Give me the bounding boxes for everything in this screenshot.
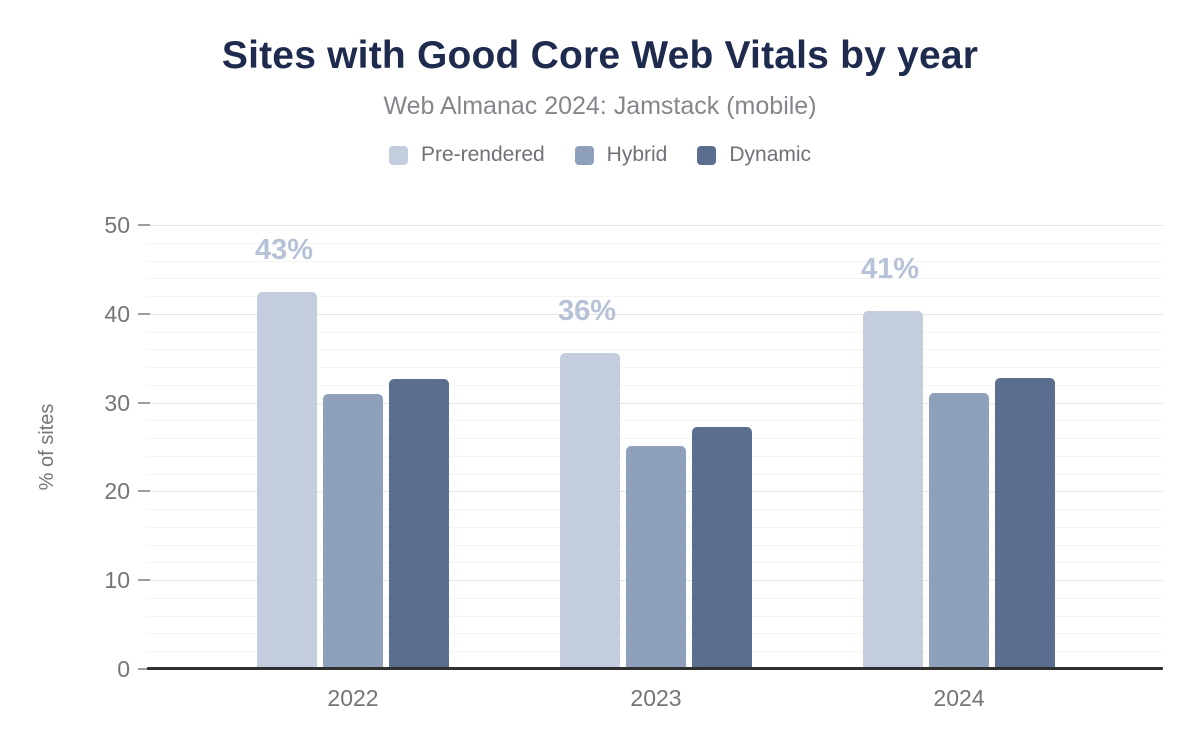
x-axis-line bbox=[147, 667, 1163, 670]
legend: Pre-rendered Hybrid Dynamic bbox=[0, 143, 1200, 167]
bar-dynamic-2023[interactable] bbox=[692, 427, 752, 669]
minor-gridline bbox=[147, 243, 1163, 244]
legend-swatch-pre-rendered-icon bbox=[388, 145, 408, 165]
minor-gridline bbox=[147, 332, 1163, 333]
y-axis-tick bbox=[138, 224, 150, 226]
bar-dynamic-2022[interactable] bbox=[389, 379, 449, 669]
legend-item-pre-rendered: Pre-rendered bbox=[388, 143, 545, 167]
y-axis-tick bbox=[138, 490, 150, 492]
y-tick-label: 10 bbox=[104, 567, 130, 593]
major-gridline bbox=[147, 225, 1163, 226]
legend-label-pre-rendered: Pre-rendered bbox=[420, 143, 545, 166]
bar-dynamic-2024[interactable] bbox=[995, 378, 1055, 669]
bar-value-label: 43% bbox=[255, 234, 314, 266]
minor-gridline bbox=[147, 261, 1163, 262]
bar-hybrid-2022[interactable] bbox=[323, 394, 383, 669]
bar-hybrid-2024[interactable] bbox=[929, 393, 989, 669]
bar-pre-rendered-2022[interactable] bbox=[257, 292, 317, 669]
bar-pre-rendered-2024[interactable] bbox=[863, 311, 923, 669]
minor-gridline bbox=[147, 349, 1163, 350]
major-gridline bbox=[147, 314, 1163, 315]
x-tick-label: 2023 bbox=[630, 685, 682, 711]
legend-label-dynamic: Dynamic bbox=[729, 143, 812, 166]
chart-subtitle: Web Almanac 2024: Jamstack (mobile) bbox=[383, 92, 817, 120]
legend-label-hybrid: Hybrid bbox=[606, 143, 668, 166]
bar-pre-rendered-2023[interactable] bbox=[560, 353, 620, 669]
y-axis-tick bbox=[138, 579, 150, 581]
chart-title: Sites with Good Core Web Vitals by year bbox=[221, 34, 979, 77]
bar-value-label: 36% bbox=[558, 295, 617, 327]
y-tick-label: 30 bbox=[104, 390, 130, 416]
y-axis-tick bbox=[138, 313, 150, 315]
minor-gridline bbox=[147, 278, 1163, 279]
y-axis-tick bbox=[138, 402, 150, 404]
x-tick-label: 2022 bbox=[327, 685, 379, 711]
y-tick-label: 50 bbox=[104, 212, 130, 238]
legend-item-dynamic: Dynamic bbox=[697, 143, 811, 167]
minor-gridline bbox=[147, 420, 1163, 421]
minor-gridline bbox=[147, 438, 1163, 439]
y-tick-label: 40 bbox=[104, 301, 130, 327]
minor-gridline bbox=[147, 296, 1163, 297]
y-axis-title: % of sites bbox=[36, 403, 58, 491]
major-gridline bbox=[147, 403, 1163, 404]
minor-gridline bbox=[147, 367, 1163, 368]
x-tick-label: 2024 bbox=[933, 685, 985, 711]
bar-hybrid-2023[interactable] bbox=[626, 446, 686, 669]
legend-swatch-dynamic-icon bbox=[697, 145, 717, 165]
bar-value-label: 41% bbox=[861, 253, 920, 285]
legend-swatch-hybrid-icon bbox=[574, 145, 594, 165]
y-tick-label: 20 bbox=[104, 478, 130, 504]
y-tick-label: 0 bbox=[117, 656, 130, 682]
minor-gridline bbox=[147, 385, 1163, 386]
y-axis-tick bbox=[138, 668, 150, 670]
legend-item-hybrid: Hybrid bbox=[574, 143, 668, 167]
